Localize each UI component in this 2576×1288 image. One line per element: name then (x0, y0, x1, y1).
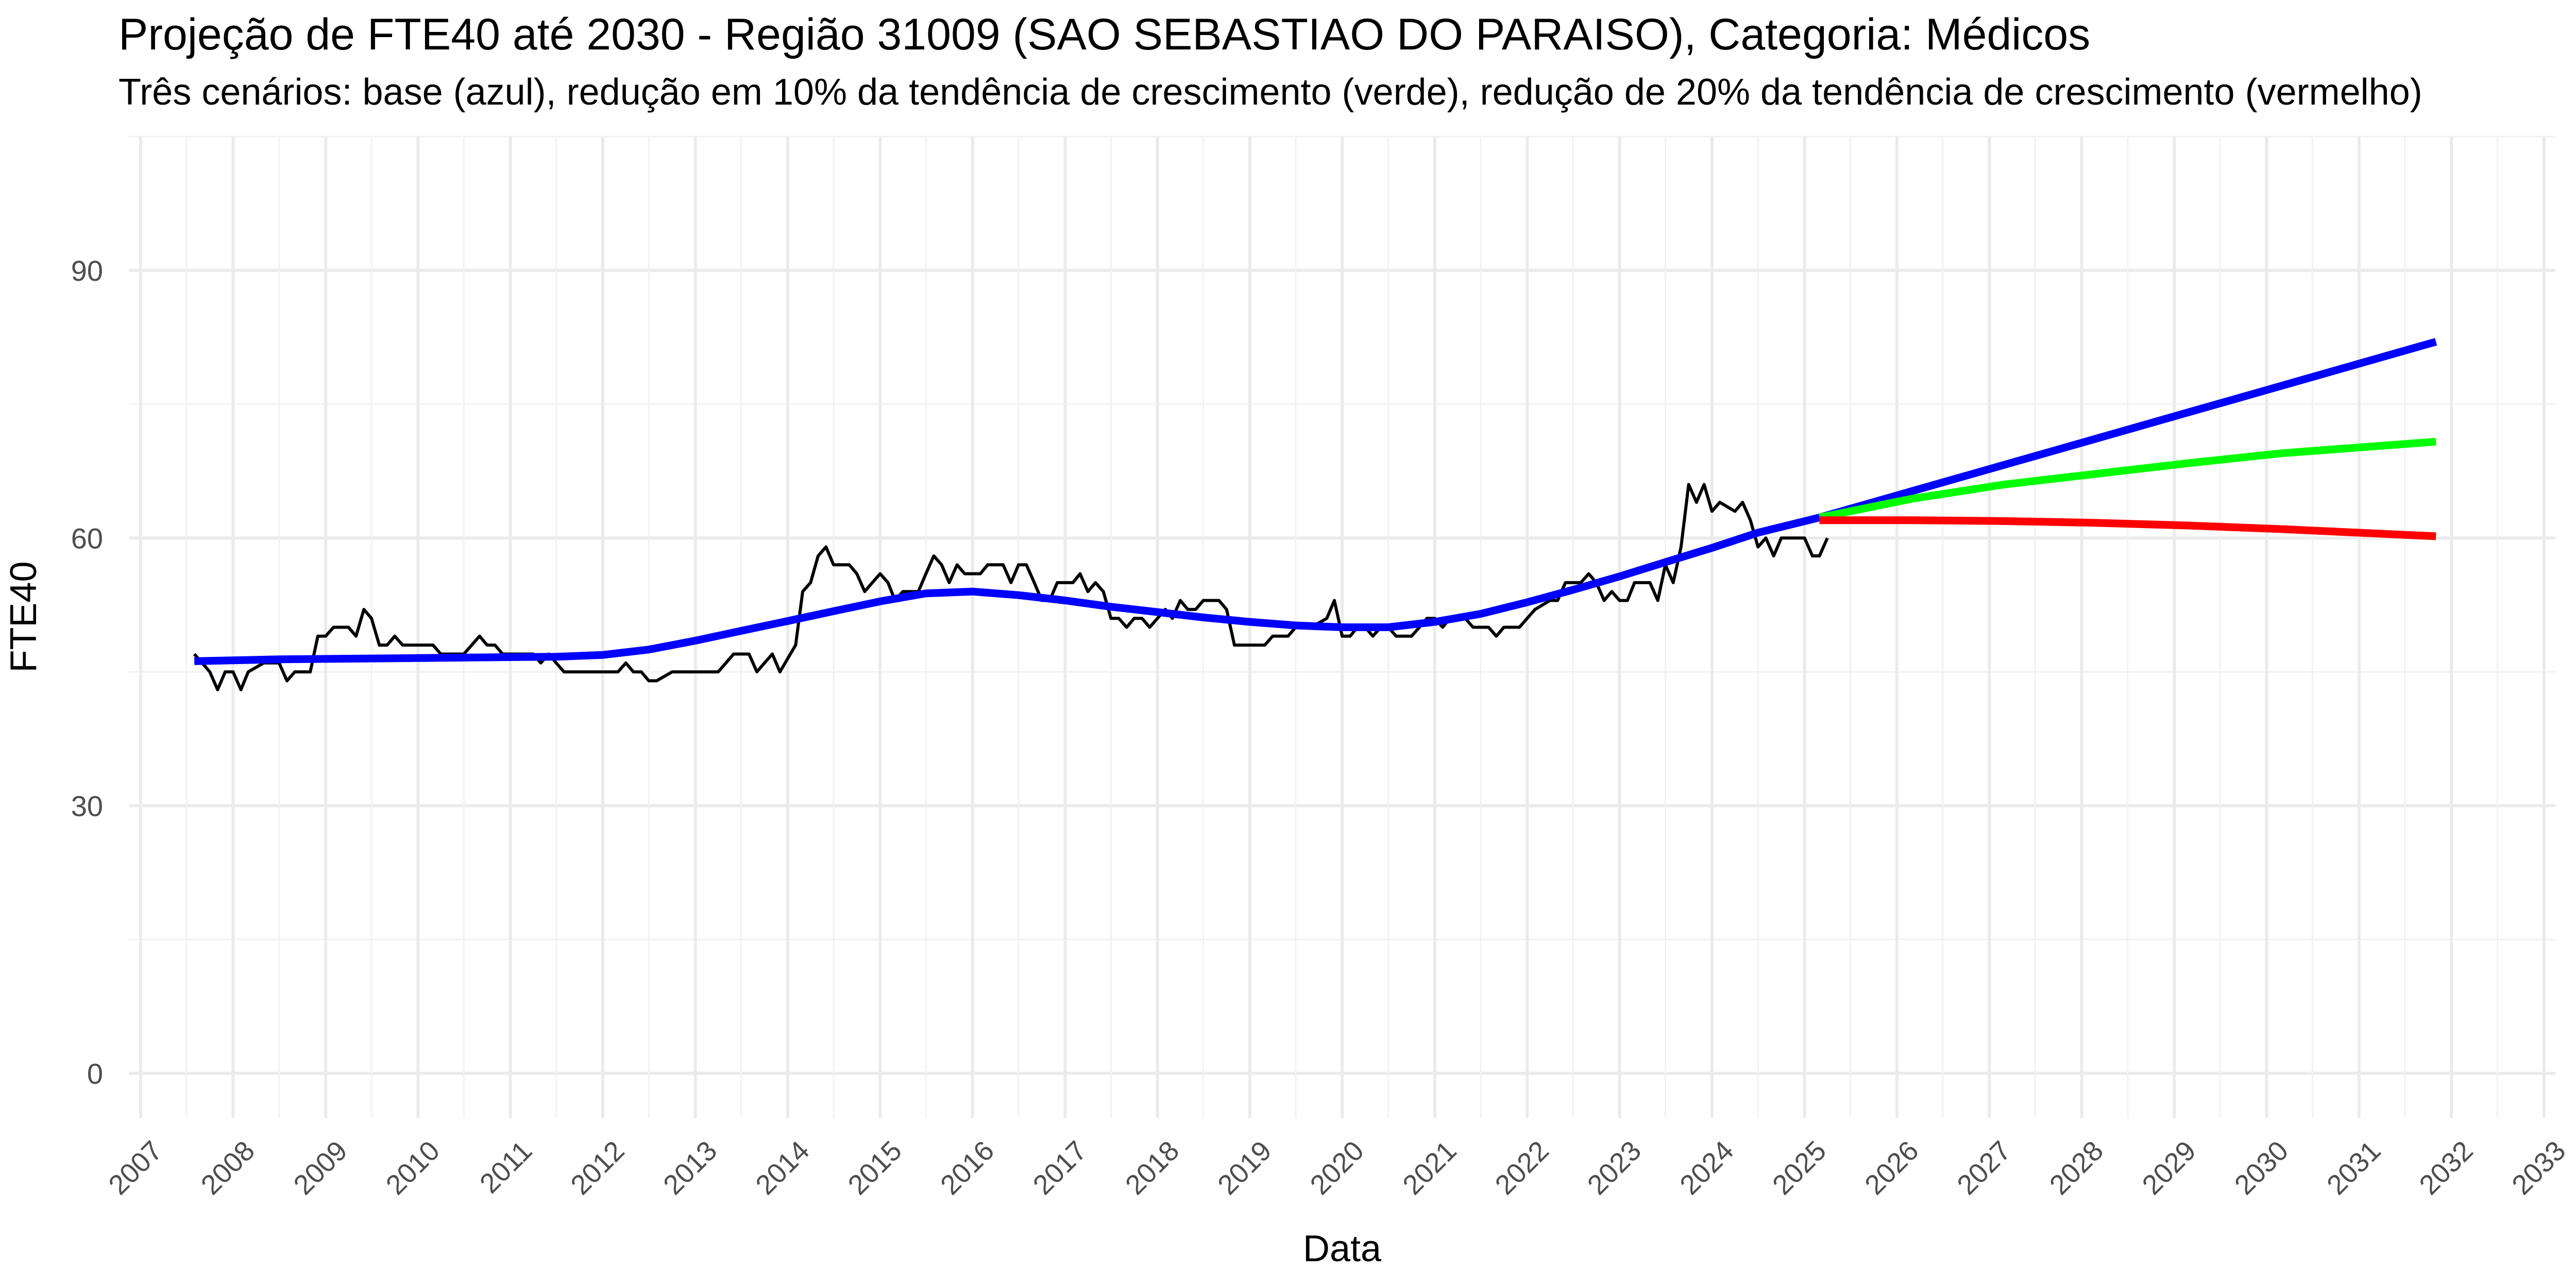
x-tick-label: 2020 (1304, 1135, 1370, 1200)
x-tick-label: 2022 (1489, 1135, 1555, 1200)
y-tick-label: 0 (87, 1057, 103, 1090)
x-tick-label: 2029 (2137, 1135, 2202, 1200)
y-tick-label: 30 (71, 790, 103, 822)
x-tick-label: 2009 (287, 1135, 353, 1200)
y-tick-label: 60 (71, 522, 103, 554)
x-axis: 2007 2008 2009 2010 2011 2012 2013 2014 2015 2016… (103, 1135, 2571, 1200)
y-axis-label: FTE40 (3, 561, 44, 672)
x-tick-label: 2017 (1027, 1135, 1093, 1200)
series-line-3 (1819, 437, 2436, 521)
x-tick-label: 2025 (1767, 1135, 1832, 1200)
x-tick-label: 2033 (2506, 1135, 2571, 1200)
x-tick-label: 2008 (195, 1135, 261, 1200)
x-tick-label: 2028 (2044, 1135, 2109, 1200)
grid (129, 135, 2555, 1118)
x-tick-label: 2021 (1397, 1135, 1462, 1200)
x-tick-label: 2007 (103, 1135, 168, 1200)
series-line-2 (194, 338, 2437, 665)
x-tick-label: 2024 (1674, 1135, 1739, 1200)
x-tick-label: 2032 (2413, 1135, 2479, 1200)
x-tick-label: 2016 (935, 1135, 1000, 1200)
chart-subtitle: Três cenários: base (azul), redução em 1… (118, 72, 2422, 113)
x-tick-label: 2030 (2229, 1135, 2294, 1200)
x-tick-label: 2013 (657, 1135, 723, 1200)
x-tick-label: 2018 (1120, 1135, 1185, 1200)
x-tick-label: 2031 (2321, 1135, 2386, 1200)
x-tick-label: 2012 (565, 1135, 630, 1200)
y-axis: 0 30 60 90 (71, 255, 103, 1090)
x-tick-label: 2015 (842, 1135, 908, 1200)
x-tick-label: 2019 (1212, 1135, 1277, 1200)
series-group (193, 338, 2437, 691)
series-line-4 (1819, 516, 2436, 540)
x-tick-label: 2027 (1951, 1135, 2016, 1200)
y-tick-label: 90 (71, 255, 103, 287)
x-tick-label: 2014 (750, 1135, 815, 1200)
x-tick-label: 2010 (380, 1135, 446, 1200)
x-tick-label: 2026 (1859, 1135, 1924, 1200)
x-axis-label: Data (1303, 1228, 1382, 1269)
x-tick-label: 2011 (474, 1135, 538, 1199)
chart-title: Projeção de FTE40 até 2030 - Região 3100… (118, 10, 2091, 59)
x-tick-label: 2023 (1582, 1135, 1647, 1200)
